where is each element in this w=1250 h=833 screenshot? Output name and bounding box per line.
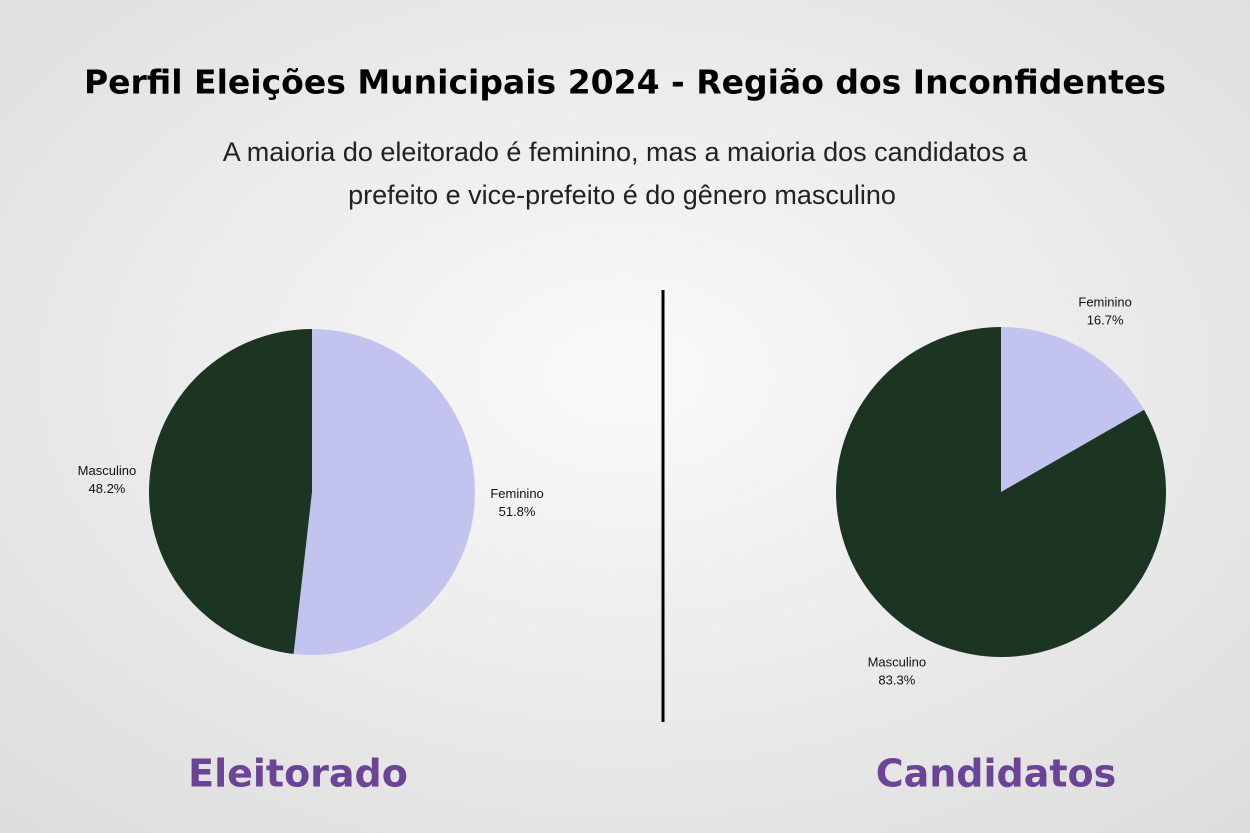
slice-value: 83.3%	[878, 672, 915, 687]
title: Perfil Eleições Municipais 2024 - Região…	[84, 63, 1166, 102]
slice-value: 51.8%	[499, 504, 536, 519]
pie-slice	[836, 327, 1166, 658]
slice-label: Feminino	[490, 486, 543, 501]
slice-label: Masculino	[78, 463, 137, 478]
chart-title: Eleitorado	[188, 752, 408, 796]
pie-slice	[1001, 327, 1145, 492]
slice-label: Masculino	[868, 654, 927, 669]
slice-value: 48.2%	[89, 481, 126, 496]
subtitle: A maioria do eleitorado é feminino, mas …	[223, 137, 1028, 167]
pie-slice	[293, 329, 476, 656]
slice-label: Feminino	[1078, 294, 1131, 309]
chart-title: Candidatos	[876, 752, 1117, 796]
pie-slice	[149, 329, 312, 654]
subtitle: prefeito e vice-prefeito é do gênero mas…	[348, 180, 896, 210]
slice-value: 16.7%	[1087, 312, 1124, 327]
